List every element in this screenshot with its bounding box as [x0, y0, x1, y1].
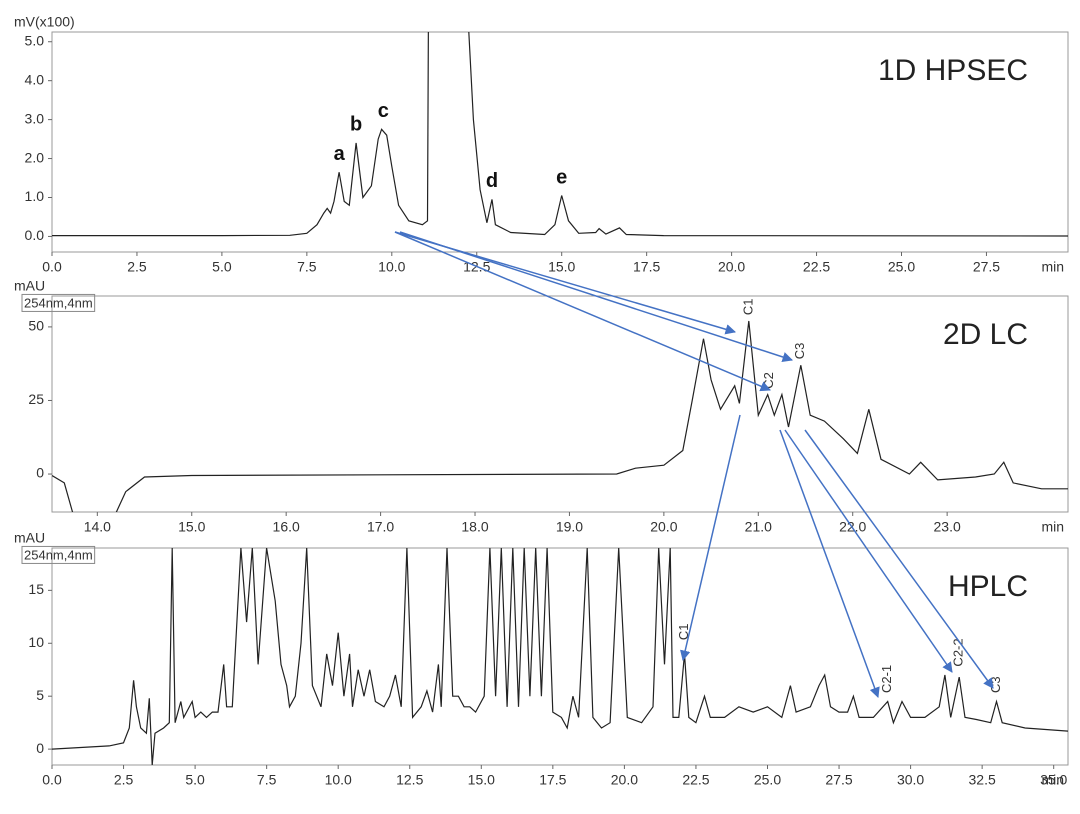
peak-label: a	[334, 143, 346, 165]
x-tick-label: 22.5	[803, 259, 830, 275]
x-tick-label: 20.0	[650, 519, 677, 535]
chart-title: 1D HPSEC	[878, 54, 1028, 87]
arrow	[779, 429, 880, 698]
chart-title: 2D LC	[943, 318, 1028, 351]
peak-label: C2-1	[879, 665, 894, 693]
x-axis-label: min	[1041, 519, 1064, 535]
y-axis-label: mV(x100)	[14, 14, 75, 30]
plot-frame	[51, 295, 1069, 513]
x-tick-label: 20.0	[718, 259, 745, 275]
panel: 0 25 50 14.0 15.0 16.0 17.0 18.0 19.0 20.0 21.0 22.…	[14, 278, 1069, 535]
x-tick-label: 23.0	[934, 519, 961, 535]
trace	[52, 32, 1068, 237]
plot-frame	[51, 31, 1069, 253]
arrow	[394, 231, 771, 392]
x-tick-label: 25.0	[888, 259, 915, 275]
peak-label: b	[350, 114, 362, 136]
x-tick-label: 10.0	[325, 772, 352, 788]
peak-label: C3	[792, 343, 807, 360]
channel-label: 254nm,4nm	[24, 547, 93, 562]
x-tick-label: 0.0	[42, 772, 62, 788]
y-tick-label: 5.0	[25, 32, 45, 48]
arrow	[784, 429, 953, 673]
y-tick-label: 5	[36, 687, 44, 703]
y-tick-label: 0.0	[25, 227, 45, 243]
x-axis-label: min	[1041, 772, 1064, 788]
peak-label: e	[556, 166, 567, 188]
x-tick-label: 22.0	[839, 519, 866, 535]
x-tick-label: 5.0	[212, 259, 232, 275]
peak-label: C2	[761, 372, 776, 389]
y-axis-label: mAU	[14, 530, 45, 546]
x-tick-label: 18.0	[461, 519, 488, 535]
y-tick-label: 15	[28, 581, 44, 597]
channel-box	[21, 545, 96, 564]
trace	[52, 548, 1068, 765]
x-tick-label: 17.0	[367, 519, 394, 535]
charts: 0.0 1.0 2.0 3.0 4.0 5.0 0.0 2.5 5.0 7.5 10.0 12.5 15…	[14, 14, 1069, 788]
x-tick-label: 21.0	[745, 519, 772, 535]
x-tick-label: 27.5	[973, 259, 1000, 275]
x-tick-label: 17.5	[633, 259, 660, 275]
x-tick-label: 25.0	[754, 772, 781, 788]
peak-label: C1	[676, 623, 691, 640]
x-tick-label: 7.5	[297, 259, 317, 275]
x-tick-label: 32.5	[969, 772, 996, 788]
peak-label: C2-2	[951, 638, 966, 666]
x-tick-label: 5.0	[185, 772, 205, 788]
x-tick-label: 19.0	[556, 519, 583, 535]
x-tick-label: 20.0	[611, 772, 638, 788]
x-axis-label: min	[1041, 259, 1064, 275]
x-tick-label: 17.5	[539, 772, 566, 788]
arrow	[399, 231, 793, 363]
x-tick-label: 14.0	[84, 519, 111, 535]
channel-label: 254nm,4nm	[24, 295, 93, 310]
y-tick-label: 3.0	[25, 110, 45, 126]
y-tick-label: 25	[28, 391, 44, 407]
x-tick-label: 10.0	[378, 259, 405, 275]
peak-label: d	[486, 170, 498, 192]
panel: 0.01.02.03.04.05.00.0 2.5 5.0 7.5 10.0 12.5 15…	[14, 14, 1069, 275]
peak-label: C1	[740, 299, 755, 316]
x-tick-label: 15.0	[468, 772, 495, 788]
arrows	[394, 231, 994, 698]
y-tick-label: 10	[28, 634, 44, 650]
y-tick-label: 0	[36, 740, 44, 756]
arrow	[804, 429, 994, 689]
x-tick-label: 7.5	[257, 772, 277, 788]
x-tick-label: 22.5	[682, 772, 709, 788]
y-tick-label: 0	[36, 465, 44, 481]
panel: 0 5 10 15 0.0 2.5 5.0 7.5 10.0 12.5 15.0 17.5 20.0 22…	[14, 530, 1069, 788]
trace	[52, 320, 1068, 512]
x-tick-label: 16.0	[273, 519, 300, 535]
x-tick-label: 30.0	[897, 772, 924, 788]
x-tick-label: 15.0	[548, 259, 575, 275]
arrow	[680, 414, 741, 662]
y-tick-label: 1.0	[25, 188, 45, 204]
x-tick-label: 0.0	[42, 259, 62, 275]
chart-title: HPLC	[948, 570, 1028, 603]
y-axis-label: mAU	[14, 278, 45, 294]
x-tick-label: 2.5	[127, 259, 147, 275]
peak-label: c	[378, 100, 389, 122]
y-tick-label: 50	[28, 318, 44, 334]
y-tick-label: 4.0	[25, 71, 45, 87]
plot-frame	[51, 547, 1069, 766]
x-tick-label: 2.5	[114, 772, 134, 788]
x-tick-label: 12.5	[396, 772, 423, 788]
y-tick-label: 2.0	[25, 149, 45, 165]
x-tick-label: 27.5	[825, 772, 852, 788]
channel-box	[21, 293, 96, 312]
x-tick-label: 15.0	[178, 519, 205, 535]
x-tick-label: 35.0	[1040, 772, 1067, 788]
